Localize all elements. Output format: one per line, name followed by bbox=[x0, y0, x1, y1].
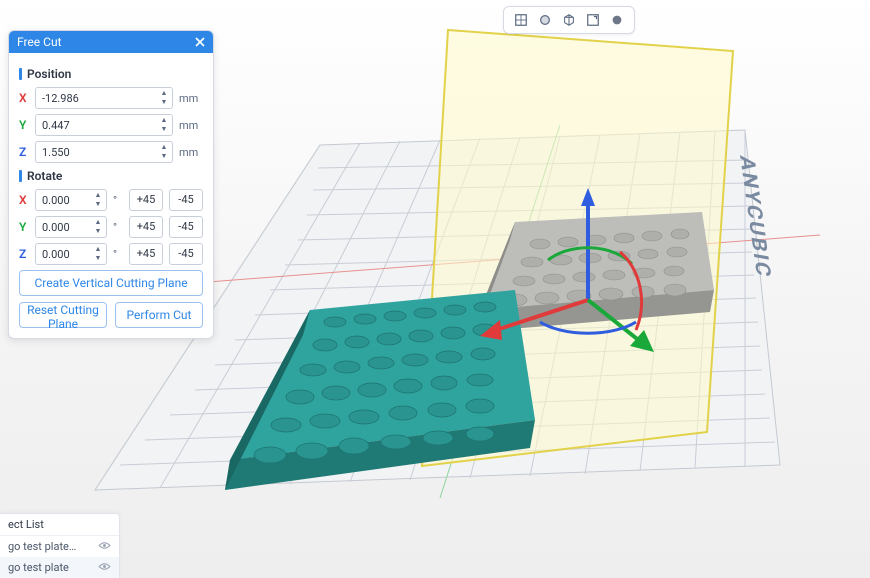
label-pos-y: Y bbox=[19, 118, 29, 132]
reset-cutting-plane-button[interactable]: Reset Cutting Plane bbox=[19, 302, 107, 328]
perform-cut-button[interactable]: Perform Cut bbox=[115, 302, 203, 328]
label-rot-x: X bbox=[19, 193, 29, 207]
rotate-z-minus45[interactable]: -45 bbox=[169, 243, 203, 265]
view-toolbar bbox=[503, 6, 635, 34]
label-rot-z: Z bbox=[19, 247, 29, 261]
object-list-panel: ect List go test plate… go test plate bbox=[0, 513, 120, 578]
input-rotate-x[interactable]: ▲▼ bbox=[35, 189, 107, 211]
spinner-down-icon[interactable]: ▼ bbox=[158, 152, 170, 161]
object-list-label: go test plate… bbox=[8, 540, 76, 553]
view-wireframe-icon[interactable] bbox=[558, 10, 580, 30]
input-position-y[interactable]: ▲▼ bbox=[35, 114, 173, 136]
visibility-icon[interactable] bbox=[98, 540, 111, 553]
position-section-title: Position bbox=[19, 67, 203, 81]
viewport[interactable]: ANYCUBIC bbox=[0, 0, 870, 578]
spinner-up-icon[interactable]: ▲ bbox=[158, 143, 170, 152]
spinner-down-icon[interactable]: ▼ bbox=[158, 98, 170, 107]
close-icon[interactable] bbox=[193, 35, 207, 49]
rotate-z-plus45[interactable]: +45 bbox=[129, 243, 163, 265]
rotate-section-title: Rotate bbox=[19, 169, 203, 183]
spinner-up-icon[interactable]: ▲ bbox=[158, 116, 170, 125]
view-cube-icon[interactable] bbox=[510, 10, 532, 30]
object-list-item[interactable]: go test plate… bbox=[0, 536, 119, 557]
input-rotate-y[interactable]: ▲▼ bbox=[35, 216, 107, 238]
view-perspective-icon[interactable] bbox=[534, 10, 556, 30]
panel-title: Free Cut bbox=[17, 35, 62, 49]
rotate-y-plus45[interactable]: +45 bbox=[129, 216, 163, 238]
view-solid-icon[interactable] bbox=[606, 10, 628, 30]
rotate-x-plus45[interactable]: +45 bbox=[129, 189, 163, 211]
object-list-header: ect List bbox=[0, 514, 119, 536]
input-position-z[interactable]: ▲▼ bbox=[35, 141, 173, 163]
label-pos-z: Z bbox=[19, 145, 29, 159]
object-list-label: go test plate bbox=[8, 561, 69, 574]
label-rot-y: Y bbox=[19, 220, 29, 234]
spinner-down-icon[interactable]: ▼ bbox=[158, 125, 170, 134]
create-vertical-cutting-plane-button[interactable]: Create Vertical Cutting Plane bbox=[19, 270, 203, 296]
visibility-icon[interactable] bbox=[98, 561, 111, 574]
view-expand-icon[interactable] bbox=[582, 10, 604, 30]
label-pos-x: X bbox=[19, 91, 29, 105]
input-rotate-z[interactable]: ▲▼ bbox=[35, 243, 107, 265]
spinner-up-icon[interactable]: ▲ bbox=[158, 89, 170, 98]
panel-header[interactable]: Free Cut bbox=[9, 31, 213, 53]
input-position-x[interactable]: ▲▼ bbox=[35, 87, 173, 109]
rotate-x-minus45[interactable]: -45 bbox=[169, 189, 203, 211]
unit-mm: mm bbox=[179, 92, 203, 105]
object-list-item[interactable]: go test plate bbox=[0, 557, 119, 578]
rotate-y-minus45[interactable]: -45 bbox=[169, 216, 203, 238]
free-cut-panel: Free Cut Position X ▲▼ mm Y ▲▼ bbox=[8, 30, 214, 339]
